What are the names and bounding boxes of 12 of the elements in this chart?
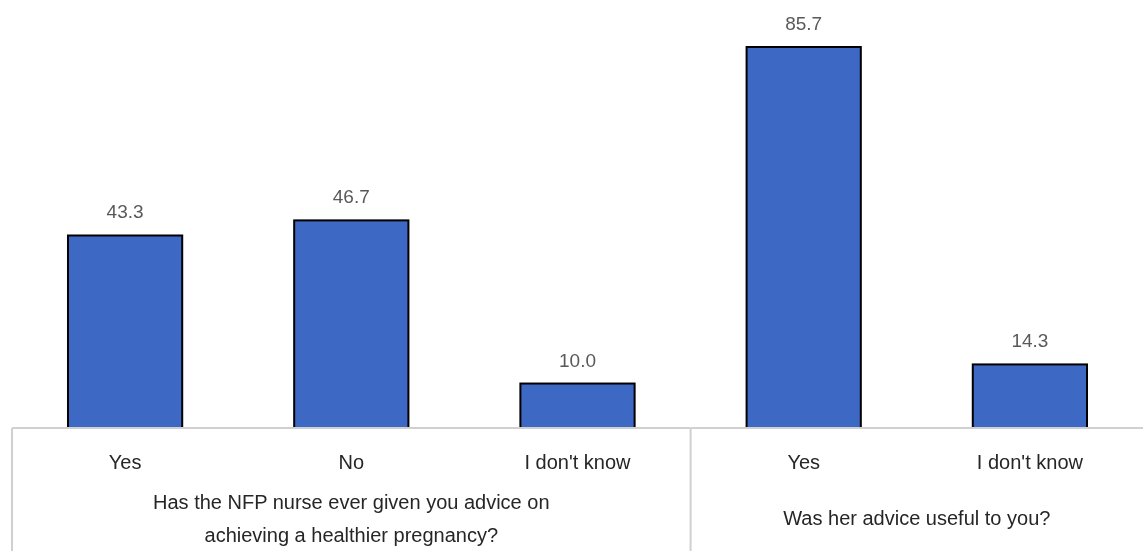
data-label: 10.0	[559, 349, 596, 371]
data-label: 85.7	[785, 13, 823, 34]
data-label: 46.7	[332, 186, 370, 208]
x-tick-label: I don't know	[524, 451, 632, 473]
x-tick-label: No	[338, 451, 365, 473]
x-tick-label: Yes	[787, 451, 821, 473]
x-axis-title: Was her advice useful to you?	[783, 507, 1051, 529]
x-tick-label: I don't know	[976, 451, 1084, 473]
x-tick-label: Yes	[108, 451, 142, 473]
x-axis-title: Has the NFP nurse ever given you advice on achieving a healthier pregnancy?	[153, 490, 550, 546]
data-label: 14.3	[1011, 330, 1049, 352]
data-label: 43.3	[106, 201, 144, 223]
